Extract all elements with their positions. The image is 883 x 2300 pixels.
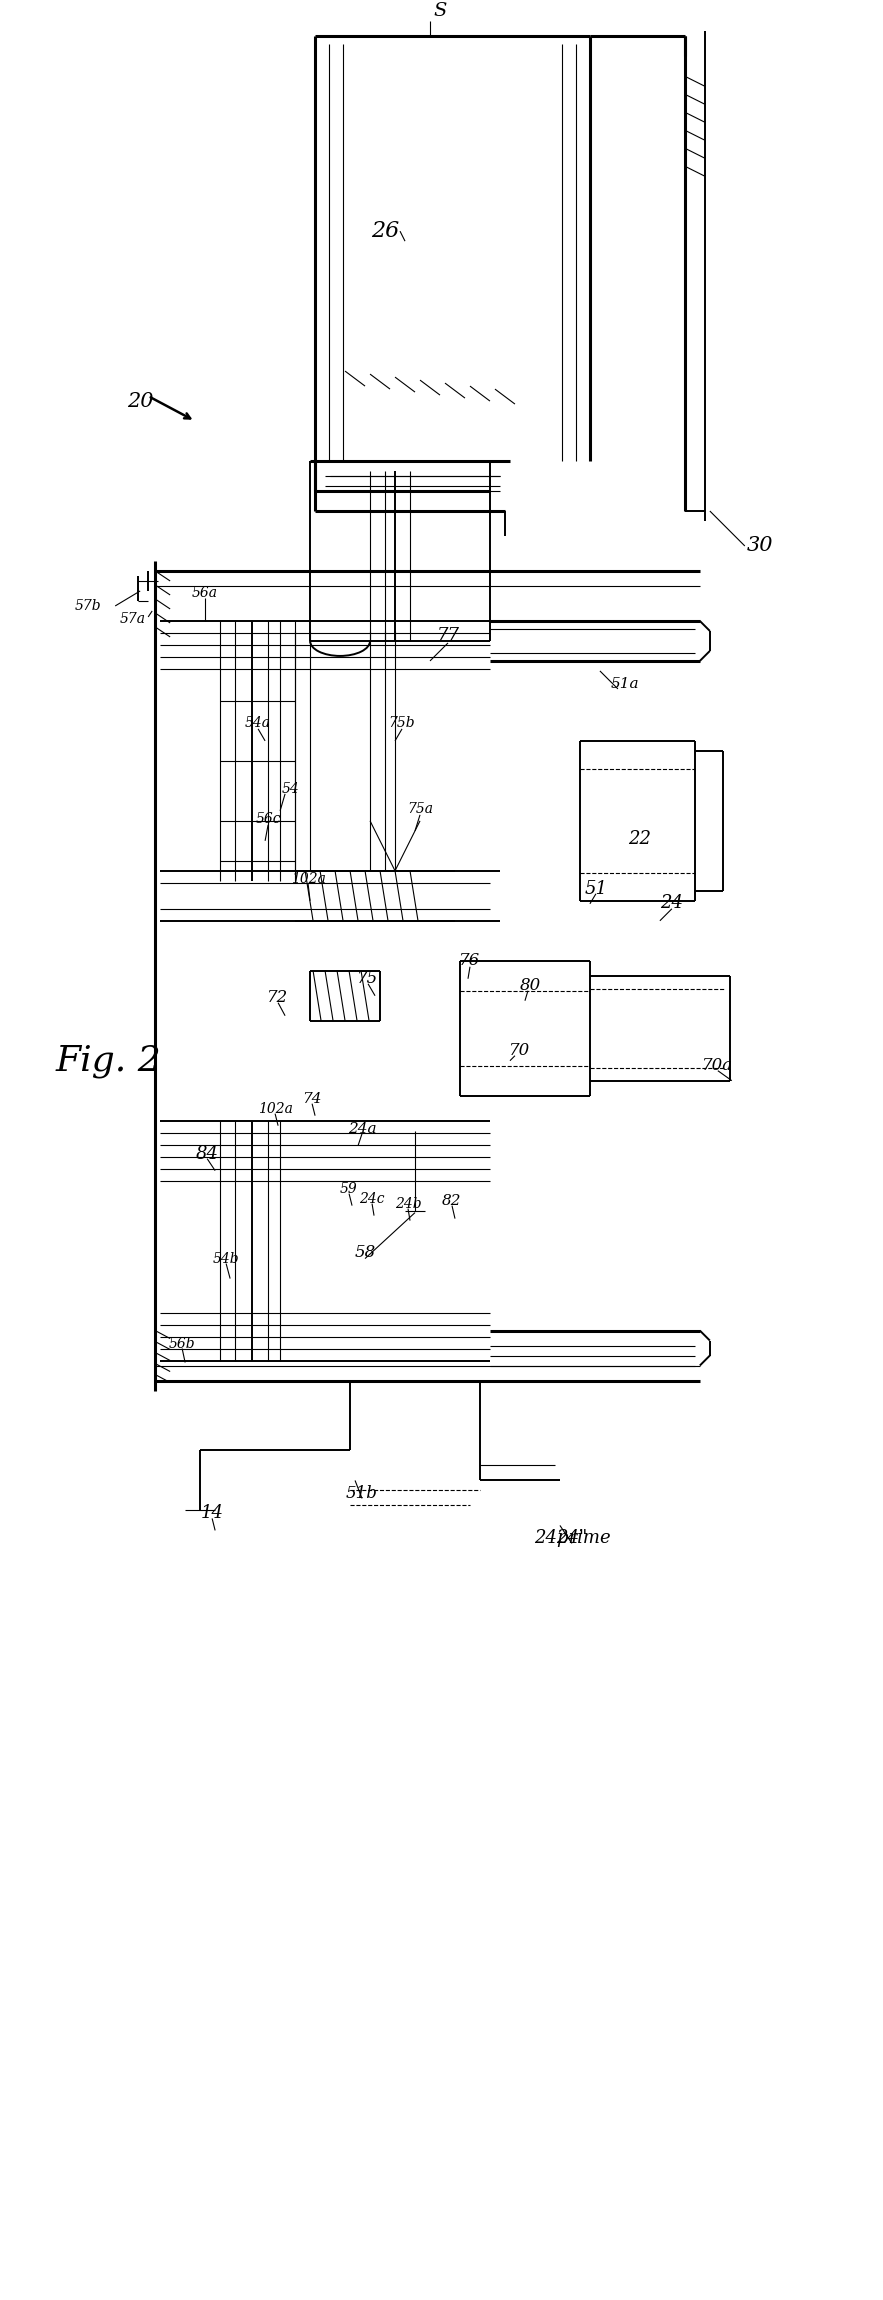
Text: 54b: 54b <box>213 1251 239 1265</box>
Text: 102a: 102a <box>291 872 326 886</box>
Text: Fig. 2: Fig. 2 <box>56 1044 161 1079</box>
Text: 74: 74 <box>302 1092 321 1106</box>
Text: 24: 24 <box>660 895 683 911</box>
Text: 51: 51 <box>585 881 608 897</box>
Text: 75a: 75a <box>407 803 433 816</box>
Text: 24c: 24c <box>359 1191 385 1205</box>
Text: 77: 77 <box>436 628 459 644</box>
Text: 70: 70 <box>509 1042 531 1060</box>
Text: S: S <box>434 2 447 21</box>
Text: 80: 80 <box>519 978 540 994</box>
Text: 56b: 56b <box>169 1336 195 1350</box>
Text: 30: 30 <box>746 536 774 557</box>
Text: 57a: 57a <box>120 612 147 626</box>
Text: 59: 59 <box>340 1182 358 1196</box>
Text: 75b: 75b <box>389 715 415 729</box>
Text: 84: 84 <box>196 1145 219 1162</box>
Text: 54: 54 <box>281 782 299 796</box>
Text: 54a: 54a <box>245 715 271 729</box>
Text: 24": 24" <box>556 1530 587 1548</box>
Text: 76: 76 <box>459 952 480 968</box>
Text: 51b: 51b <box>346 1486 378 1502</box>
Text: 51a: 51a <box>610 676 639 690</box>
Text: 56a: 56a <box>192 586 218 600</box>
Text: 22: 22 <box>629 830 652 849</box>
Text: 56c: 56c <box>255 812 281 826</box>
Text: 72: 72 <box>268 989 289 1005</box>
Text: 58: 58 <box>354 1244 375 1260</box>
Text: 57b: 57b <box>75 598 102 614</box>
Text: 75: 75 <box>358 971 379 987</box>
Text: 20: 20 <box>127 391 154 412</box>
Text: 82: 82 <box>442 1194 462 1208</box>
Text: 102a: 102a <box>258 1102 292 1116</box>
Text: 24b: 24b <box>395 1196 421 1210</box>
Text: 24a: 24a <box>348 1122 376 1136</box>
Text: 26: 26 <box>371 221 399 242</box>
Text: 24prime: 24prime <box>533 1530 610 1548</box>
Text: 14: 14 <box>200 1504 223 1523</box>
Text: 70a: 70a <box>702 1058 734 1074</box>
